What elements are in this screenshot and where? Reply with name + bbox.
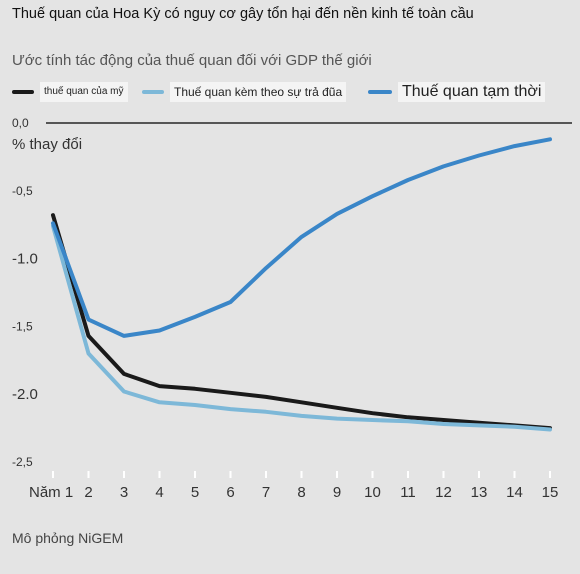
x-tick-label: 3 xyxy=(120,484,128,501)
x-tick-label: 14 xyxy=(506,484,523,501)
y-axis-label: % thay đổi xyxy=(12,136,83,153)
legend-label: Thuế quan tạm thời xyxy=(398,82,546,102)
legend-swatch xyxy=(368,90,392,94)
x-tick-label: 11 xyxy=(400,484,416,501)
x-tick-label: 4 xyxy=(155,484,163,501)
legend-item-us-tariffs: thuế quan của mỹ xyxy=(12,82,128,102)
x-tick-label: 13 xyxy=(471,484,488,501)
x-tick-label: 15 xyxy=(542,484,559,501)
legend-label: thuế quan của mỹ xyxy=(40,82,128,102)
x-tick-label: Năm 1 xyxy=(29,484,73,501)
y-tick-label: 0,0 xyxy=(12,116,29,130)
y-tick-label: -2.0 xyxy=(12,386,38,403)
y-tick-label: -2,5 xyxy=(12,455,33,469)
source-note: Mô phỏng NiGEM xyxy=(12,530,124,546)
x-tick-label: 5 xyxy=(191,484,199,501)
x-tick-label: 7 xyxy=(262,484,270,501)
series-line-3 xyxy=(51,137,552,338)
y-tick-label: -0,5 xyxy=(12,184,33,198)
legend-item-temporary: Thuế quan tạm thời xyxy=(368,82,546,102)
x-tick-label: 6 xyxy=(226,484,234,501)
legend-swatch xyxy=(142,90,164,94)
x-tick-label: 10 xyxy=(364,484,381,501)
x-tick-label: 12 xyxy=(435,484,452,501)
series-line-1 xyxy=(51,213,552,431)
chart-title: Thuế quan của Hoa Kỳ có nguy cơ gây tổn … xyxy=(12,6,474,22)
legend-label: Thuế quan kèm theo sự trả đũa xyxy=(170,82,347,102)
legend: thuế quan của mỹ Thuế quan kèm theo sự t… xyxy=(12,82,572,106)
x-tick-label: 8 xyxy=(297,484,305,501)
x-tick-label: 2 xyxy=(84,484,92,501)
chart-subtitle: Ước tính tác động của thuế quan đối với … xyxy=(12,52,372,69)
y-tick-label: -1,5 xyxy=(12,319,33,333)
x-tick-label: 9 xyxy=(333,484,341,501)
y-tick-label: -1.0 xyxy=(12,251,38,268)
legend-item-retaliation: Thuế quan kèm theo sự trả đũa xyxy=(142,82,347,102)
legend-swatch xyxy=(12,90,34,94)
series-line-2 xyxy=(51,224,552,432)
